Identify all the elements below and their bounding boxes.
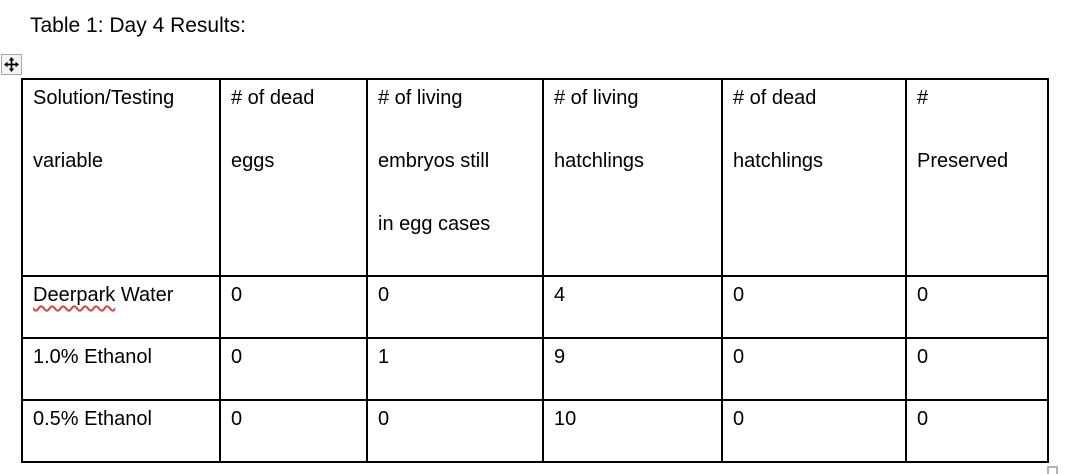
header-cell-living-embryos[interactable]: # of living embryos still in egg cases xyxy=(366,78,544,277)
header-line: Solution/Testing xyxy=(33,87,175,109)
header-line: hatchlings xyxy=(554,150,645,172)
header-cell-dead-eggs[interactable]: # of dead eggs xyxy=(219,78,368,277)
header-line: variable xyxy=(33,150,104,172)
table-row-1-0-ethanol: 1.0% Ethanol 0 1 9 0 0 xyxy=(21,337,1049,401)
value-cell[interactable]: 0 xyxy=(721,337,907,401)
table-move-handle[interactable] xyxy=(1,54,22,75)
solution-cell[interactable]: Deerpark Water xyxy=(21,275,221,339)
header-line: # of living xyxy=(554,87,639,109)
value-cell[interactable]: 0 xyxy=(905,399,1049,463)
value-cell[interactable]: 0 xyxy=(366,399,544,463)
value-cell[interactable]: 10 xyxy=(542,399,723,463)
header-line: hatchlings xyxy=(733,150,824,172)
solution-cell[interactable]: 1.0% Ethanol xyxy=(21,337,221,401)
value-cell[interactable]: 4 xyxy=(542,275,723,339)
header-line: # xyxy=(917,87,929,109)
value-cell[interactable]: 1 xyxy=(366,337,544,401)
header-cell-living-hatchlings[interactable]: # of living hatchlings xyxy=(542,78,723,277)
value-cell[interactable]: 0 xyxy=(219,337,368,401)
misspelled-word: Deerpark xyxy=(33,284,116,306)
results-table: Solution/Testing variable # of dead eggs… xyxy=(21,78,1049,463)
solution-cell[interactable]: 0.5% Ethanol xyxy=(21,399,221,463)
table-row-deerpark-water: Deerpark Water 0 0 4 0 0 xyxy=(21,275,1049,339)
value-cell[interactable]: 0 xyxy=(219,399,368,463)
header-cell-solution[interactable]: Solution/Testing variable xyxy=(21,78,221,277)
header-line: # of living xyxy=(378,87,463,109)
header-line: Preserved xyxy=(917,150,1009,172)
value-cell[interactable]: 0 xyxy=(905,275,1049,339)
value-cell[interactable]: 0 xyxy=(219,275,368,339)
header-line: in egg cases xyxy=(378,213,491,235)
table-resize-handle[interactable] xyxy=(1047,466,1058,474)
value-cell[interactable]: 9 xyxy=(542,337,723,401)
header-line: # of dead xyxy=(733,87,817,109)
header-row: Solution/Testing variable # of dead eggs… xyxy=(21,78,1049,277)
table-caption: Table 1: Day 4 Results: xyxy=(30,14,246,37)
value-cell[interactable]: 0 xyxy=(721,399,907,463)
header-cell-dead-hatchlings[interactable]: # of dead hatchlings xyxy=(721,78,907,277)
header-line: embryos still xyxy=(378,150,490,172)
move-cross-icon xyxy=(4,57,19,72)
table-row-0-5-ethanol: 0.5% Ethanol 0 0 10 0 0 xyxy=(21,399,1049,463)
solution-label-rest: Water xyxy=(115,284,174,306)
header-cell-preserved[interactable]: # Preserved xyxy=(905,78,1049,277)
value-cell[interactable]: 0 xyxy=(721,275,907,339)
header-line: eggs xyxy=(231,150,275,172)
value-cell[interactable]: 0 xyxy=(366,275,544,339)
value-cell[interactable]: 0 xyxy=(905,337,1049,401)
header-line: # of dead xyxy=(231,87,315,109)
